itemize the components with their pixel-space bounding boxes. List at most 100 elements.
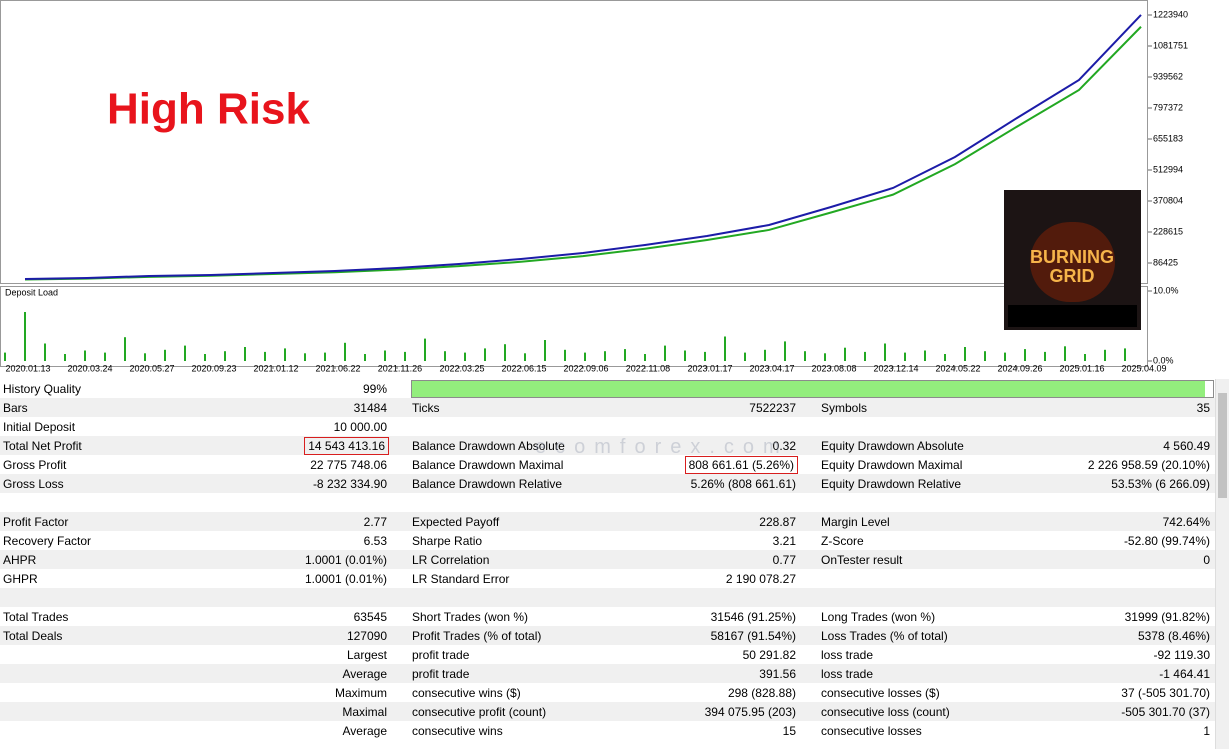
- cell-pair: AHPR 1.0001 (0.01%): [3, 550, 387, 569]
- bar: [1004, 352, 1006, 361]
- cell-label: Recovery Factor: [3, 533, 92, 548]
- y-tick-label: 1223940: [1153, 9, 1188, 19]
- bar: [404, 351, 406, 361]
- bar: [84, 350, 86, 361]
- cell-pair: Symbols 35: [821, 398, 1210, 417]
- table-row: Total Deals 127090 Profit Trades (% of tot…: [0, 626, 1215, 645]
- bar: [144, 353, 146, 361]
- bar: [504, 344, 506, 361]
- cell-value: 31999 (91.82%): [1124, 609, 1210, 624]
- bar: [604, 351, 606, 361]
- y-tick-label: 512994: [1153, 164, 1183, 174]
- y-tick-label: 0.0%: [1153, 355, 1174, 365]
- row-label: Average: [342, 666, 387, 681]
- bar: [984, 351, 986, 361]
- cell-value: 14 543 413.16: [304, 436, 389, 455]
- cell-label: profit trade: [412, 647, 470, 662]
- cell-label: Loss Trades (% of total): [821, 628, 948, 643]
- x-tick-label: 2023.01.17: [687, 363, 732, 373]
- bar: [804, 351, 806, 361]
- table-row: Initial Deposit 10 000.00: [0, 417, 1215, 436]
- cell-value: 298 (828.88): [727, 685, 796, 700]
- bar: [324, 352, 326, 361]
- y-tick-label: 370804: [1153, 195, 1183, 205]
- cell-pair: Z-Score -52.80 (99.74%): [821, 531, 1210, 550]
- cell-value: 228.87: [759, 514, 796, 529]
- cell-value: 1: [1203, 723, 1210, 738]
- cell-label: Initial Deposit: [3, 419, 76, 434]
- overlay-title: BURNING: [1030, 247, 1114, 267]
- bar: [304, 353, 306, 361]
- cell-pair: consecutive wins 15: [412, 721, 796, 740]
- cell-pair: profit trade 391.56: [412, 664, 796, 683]
- table-row: GHPR 1.0001 (0.01%) LR Standard Error 2 190…: [0, 569, 1215, 588]
- cell-value: 35: [1196, 400, 1210, 415]
- cell-pair: Equity Drawdown Maximal 2 226 958.59 (20.…: [821, 455, 1210, 474]
- cell-pair: Equity Drawdown Absolute 4 560.49: [821, 436, 1210, 455]
- bar: [1044, 351, 1046, 361]
- cell-label: loss trade: [821, 666, 874, 681]
- blank-row: [0, 588, 1215, 607]
- bar: [44, 343, 46, 361]
- cell-value: 63545: [353, 609, 387, 624]
- bar: [284, 348, 286, 361]
- cell-pair: profit trade 50 291.82: [412, 645, 796, 664]
- scrollbar[interactable]: [1215, 379, 1229, 749]
- cell-pair: Short Trades (won %) 31546 (91.25%): [412, 607, 796, 626]
- bar: [4, 352, 6, 361]
- bar: [564, 349, 566, 361]
- x-tick-label: 2024.09.26: [997, 363, 1042, 373]
- x-tick-label: 2021.06.22: [315, 363, 360, 373]
- x-tick-label: 2024.05.22: [935, 363, 980, 373]
- table-row: Average consecutive wins 15 consecutive los…: [0, 721, 1215, 740]
- cell-pair: GHPR 1.0001 (0.01%): [3, 569, 387, 588]
- table-row: History Quality 99%: [0, 379, 1215, 398]
- cell-value: 1.0001 (0.01%): [304, 571, 387, 586]
- table-row: Largest profit trade 50 291.82 loss trade -9…: [0, 645, 1215, 664]
- cell-label: Sharpe Ratio: [412, 533, 483, 548]
- cell-pair: Ticks 7522237: [412, 398, 796, 417]
- cell-value: -1 464.41: [1159, 666, 1210, 681]
- cell-label: Balance Drawdown Absolute: [412, 438, 565, 453]
- cell-label: consecutive losses: [821, 723, 922, 738]
- cell-label: Total Net Profit: [3, 438, 82, 453]
- blank-row: [0, 493, 1215, 512]
- cell-pair: Maximum: [3, 683, 387, 702]
- load-plot: [0, 286, 1148, 367]
- cell-value: 1.0001 (0.01%): [304, 552, 387, 567]
- cell-value: -505 301.70 (37): [1121, 704, 1210, 719]
- cell-value: 53.53% (6 266.09): [1111, 476, 1210, 491]
- cell-pair: Initial Deposit 10 000.00: [3, 417, 387, 436]
- cell-pair: consecutive losses 1: [821, 721, 1210, 740]
- cell-label: Symbols: [821, 400, 868, 415]
- cell-label: Profit Trades (% of total): [412, 628, 542, 643]
- cell-label: Ticks: [412, 400, 440, 415]
- cell-label: Bars: [3, 400, 28, 415]
- cell-label: GHPR: [3, 571, 38, 586]
- cell-value: -8 232 334.90: [312, 476, 387, 491]
- cell-value: 0.32: [772, 438, 796, 453]
- scroll-thumb[interactable]: [1218, 393, 1227, 498]
- cell-label: Short Trades (won %): [412, 609, 529, 624]
- cell-value: 50 291.82: [742, 647, 796, 662]
- cell-value: 99%: [362, 381, 387, 396]
- cell-pair: Equity Drawdown Relative 53.53% (6 266.09…: [821, 474, 1210, 493]
- x-tick-label: 2023.12.14: [873, 363, 918, 373]
- cell-value: 742.64%: [1162, 514, 1210, 529]
- bar: [724, 336, 726, 361]
- bar: [124, 337, 126, 361]
- bar: [244, 347, 246, 361]
- quality-bar: [412, 381, 1205, 397]
- table-row: Gross Profit 22 775 748.06 Balance Drawdow…: [0, 455, 1215, 474]
- cell-value: 22 775 748.06: [310, 457, 387, 472]
- cell-pair: Margin Level 742.64%: [821, 512, 1210, 531]
- cell-value: 5.26% (808 661.61): [690, 476, 796, 491]
- cell-value: 127090: [346, 628, 387, 643]
- x-tick-label: 2022.06.15: [501, 363, 546, 373]
- cell-label: History Quality: [3, 381, 82, 396]
- cell-pair: Total Net Profit 14 543 413.16: [3, 436, 389, 455]
- cell-pair: consecutive profit (count) 394 075.95 (20…: [412, 702, 796, 721]
- bar: [624, 349, 626, 361]
- cell-pair: Profit Factor 2.77: [3, 512, 387, 531]
- bar: [764, 349, 766, 361]
